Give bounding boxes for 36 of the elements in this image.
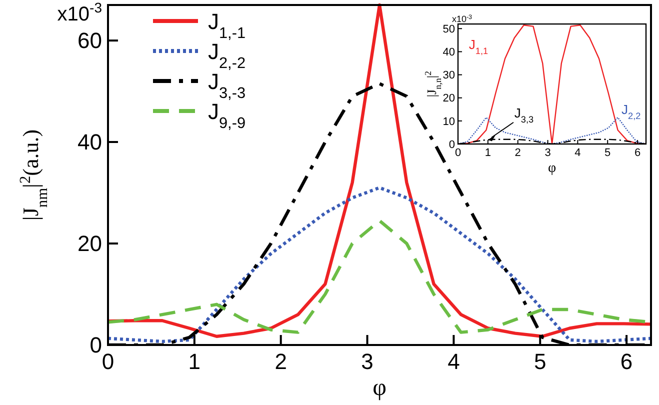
series-label: J$_{3,3}$ <box>514 106 534 125</box>
y-tick-label: 50 <box>442 23 455 36</box>
y-tick-label: 0 <box>448 138 455 151</box>
x-tick-label: 6 <box>634 147 641 159</box>
legend-label: J$_{1,-1}$ <box>208 9 246 42</box>
y-tick-label: 40 <box>442 46 455 59</box>
x-tick-label: 3 <box>544 147 551 159</box>
y-tick-label: 40 <box>78 130 102 155</box>
line-series <box>108 186 651 344</box>
text: x10$^{-3}$ <box>57 0 102 26</box>
legend-label: J$_{9,-9}$ <box>208 99 246 132</box>
y-tick-label: 20 <box>78 231 102 256</box>
annotation: x10$^{-3}$ <box>452 14 473 24</box>
x-tick-label: 1 <box>484 147 491 159</box>
x-tick-label: 2 <box>514 147 521 159</box>
legend-label: J$_{3,-3}$ <box>208 69 246 102</box>
x-tick-label: 5 <box>534 349 546 374</box>
series-label: J$_{2,2}$ <box>622 102 641 121</box>
y-tick-label: 30 <box>442 70 455 82</box>
x-tick-label: 3 <box>361 349 374 374</box>
y-tick-label: 0 <box>90 332 102 358</box>
y-tick-label: 20 <box>442 92 455 105</box>
line-series <box>458 24 646 144</box>
x-tick-label: 1 <box>188 349 201 374</box>
x-axis-title: φ <box>548 161 556 176</box>
x-axis-title: φ <box>372 375 386 401</box>
x-tick-label: 4 <box>574 147 581 159</box>
y-tick-label: 60 <box>78 28 102 54</box>
x-tick-label: 5 <box>604 147 611 159</box>
x-tick-label: 6 <box>620 349 633 374</box>
x-tick-label: 2 <box>274 349 287 374</box>
line-series <box>108 3 651 338</box>
x-tick-label: 4 <box>448 349 460 374</box>
y-tick-label: 10 <box>442 116 455 128</box>
series-label: J$_{1,1}$ <box>468 37 488 56</box>
legend-label: J$_{2,-2}$ <box>208 39 246 72</box>
